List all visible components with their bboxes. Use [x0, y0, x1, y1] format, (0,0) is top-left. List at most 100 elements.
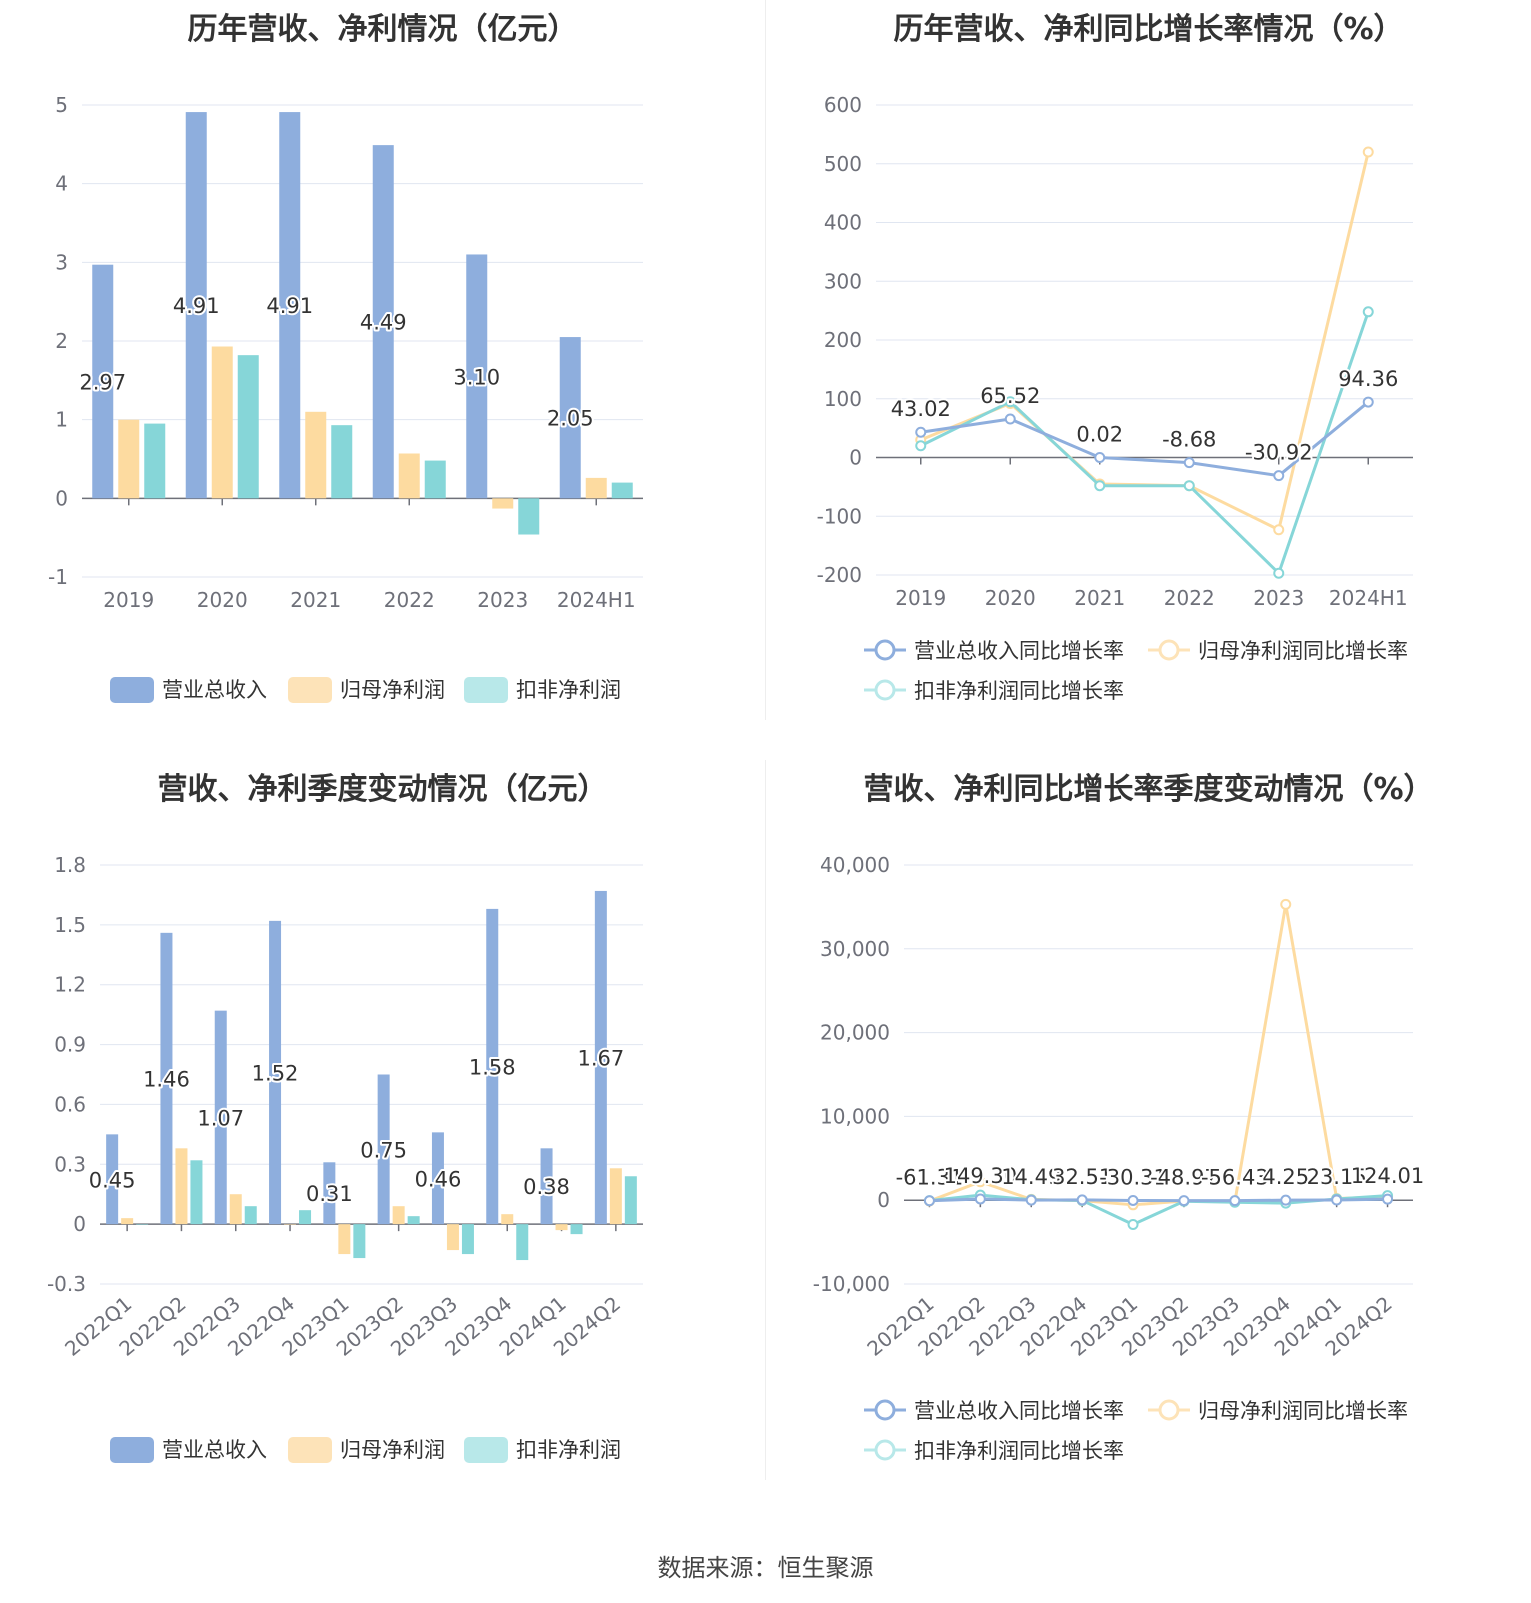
- x-tick-label: 2023: [1253, 586, 1304, 610]
- point-0: [1025, 1194, 1037, 1206]
- bar-1: [284, 1224, 297, 1225]
- data-label: 94.36: [1338, 367, 1398, 391]
- data-label: 0.02: [1076, 422, 1123, 446]
- data-label: 4.91: [266, 294, 313, 318]
- bar-0: [559, 337, 581, 499]
- y-tick-label: 4: [55, 172, 68, 196]
- data-label: 0.46: [415, 1167, 462, 1191]
- legend-label: 营业总收入同比增长率: [914, 1399, 1124, 1423]
- annual-growth-plot: -200 -100 0 100 200 300 400 500 600 2019 2020 2021 2…: [817, 93, 1413, 703]
- bar-0: [279, 112, 301, 499]
- data-label: -56.43: [1201, 1166, 1269, 1190]
- bar-1: [446, 1224, 459, 1251]
- y-tick-label: -200: [817, 563, 862, 587]
- series-line-2: [920, 311, 1370, 575]
- data-label: 0.75: [360, 1138, 407, 1162]
- point-0: [1229, 1195, 1241, 1207]
- data-label: 1.52: [252, 1062, 299, 1086]
- data-source-footer: 数据来源：恒生聚源: [657, 1554, 874, 1582]
- data-label: -61.31: [896, 1166, 964, 1190]
- y-tick-label: 200: [824, 328, 862, 352]
- data-label: 4.91: [173, 294, 220, 318]
- bar-0: [486, 908, 499, 1225]
- bar-0: [594, 890, 607, 1225]
- legend-label: 营业总收入: [162, 678, 267, 702]
- data-label: 1.67: [577, 1047, 624, 1071]
- legend-label: 营业总收入: [162, 1438, 267, 1462]
- x-tick-label: 2022: [384, 588, 435, 612]
- point-2: [1127, 1219, 1139, 1231]
- point-2: [915, 440, 927, 452]
- bar-1: [609, 1168, 622, 1225]
- legend-swatch: [464, 1437, 508, 1463]
- y-tick-label: 0.6: [54, 1092, 86, 1116]
- point-0: [923, 1195, 935, 1207]
- y-tick-label: 0.9: [54, 1033, 86, 1057]
- y-tick-label: 40,000: [820, 853, 890, 877]
- bar-1: [338, 1224, 351, 1255]
- series-line-0: [920, 400, 1370, 478]
- point-2: [1004, 396, 1016, 408]
- legend-swatch: [110, 677, 154, 703]
- bar-2: [237, 355, 259, 499]
- x-tick-label: 2019: [895, 586, 946, 610]
- bar-2: [407, 1216, 420, 1225]
- y-tick-label: -1: [48, 565, 68, 589]
- data-label: 3.10: [453, 365, 500, 389]
- x-tick-label: 2019: [103, 588, 154, 612]
- legend-marker: [874, 639, 896, 661]
- point-2: [1094, 480, 1106, 492]
- bar-1: [118, 419, 140, 499]
- point-0: [1280, 1194, 1292, 1206]
- bar-0: [106, 1134, 119, 1225]
- bar-0: [92, 264, 114, 499]
- bar-0: [323, 1162, 336, 1225]
- chart-title: 营收、净利同比增长率季度变动情况（%）: [863, 772, 1434, 807]
- point-0: [1004, 413, 1016, 425]
- data-label: 14.49: [1001, 1165, 1061, 1189]
- data-label: 0.38: [523, 1175, 570, 1199]
- bar-2: [424, 460, 446, 499]
- legend-marker: [874, 679, 896, 701]
- data-label: -30.31: [1099, 1165, 1167, 1189]
- legend-label: 营业总收入同比增长率: [914, 639, 1124, 663]
- bar-2: [190, 1160, 203, 1225]
- x-tick-label: 2022: [1164, 586, 1215, 610]
- chart-title: 历年营收、净利同比增长率情况（%）: [893, 12, 1404, 47]
- bar-2: [516, 1224, 529, 1261]
- y-tick-label: 2: [55, 329, 68, 353]
- data-label: 4.49: [360, 311, 407, 335]
- legend-swatch: [288, 1437, 332, 1463]
- chart-title: 历年营收、净利情况（亿元）: [187, 12, 578, 47]
- bar-2: [299, 1210, 312, 1225]
- y-tick-label: 30,000: [820, 937, 890, 961]
- bar-1: [555, 1224, 568, 1231]
- bar-2: [136, 1224, 149, 1225]
- bar-2: [611, 482, 633, 499]
- bar-2: [331, 425, 353, 499]
- data-label: 32.51: [1052, 1165, 1112, 1189]
- quarterly-values-chart: 营收、净利季度变动情况（亿元） -0.3 0 0.3 0.6 0.9 1.2 1.5 1.8 2…: [0, 760, 765, 1520]
- legend-marker: [874, 1439, 896, 1461]
- data-label: 0.45: [89, 1168, 136, 1192]
- data-label: 149.30: [944, 1164, 1017, 1188]
- bar-1: [398, 453, 420, 499]
- y-tick-label: 10,000: [820, 1104, 890, 1128]
- point-0: [974, 1193, 986, 1205]
- bar-1: [211, 346, 233, 499]
- point-1: [1280, 898, 1292, 910]
- bar-1: [229, 1194, 242, 1225]
- y-tick-label: 500: [824, 152, 862, 176]
- y-tick-label: 0: [877, 1188, 890, 1212]
- legend-marker: [1158, 1399, 1180, 1421]
- x-tick-label: 2021: [290, 588, 341, 612]
- bar-1: [121, 1218, 134, 1225]
- x-tick-label: 2024H1: [1329, 586, 1408, 610]
- y-tick-label: 0.3: [54, 1152, 86, 1176]
- x-tick-label: 2021: [1074, 586, 1125, 610]
- legend-label: 扣非净利润: [516, 1438, 621, 1462]
- y-tick-label: -0.3: [47, 1272, 86, 1296]
- point-0: [1178, 1195, 1190, 1207]
- bar-0: [540, 1148, 553, 1225]
- x-tick-label: 2020: [197, 588, 248, 612]
